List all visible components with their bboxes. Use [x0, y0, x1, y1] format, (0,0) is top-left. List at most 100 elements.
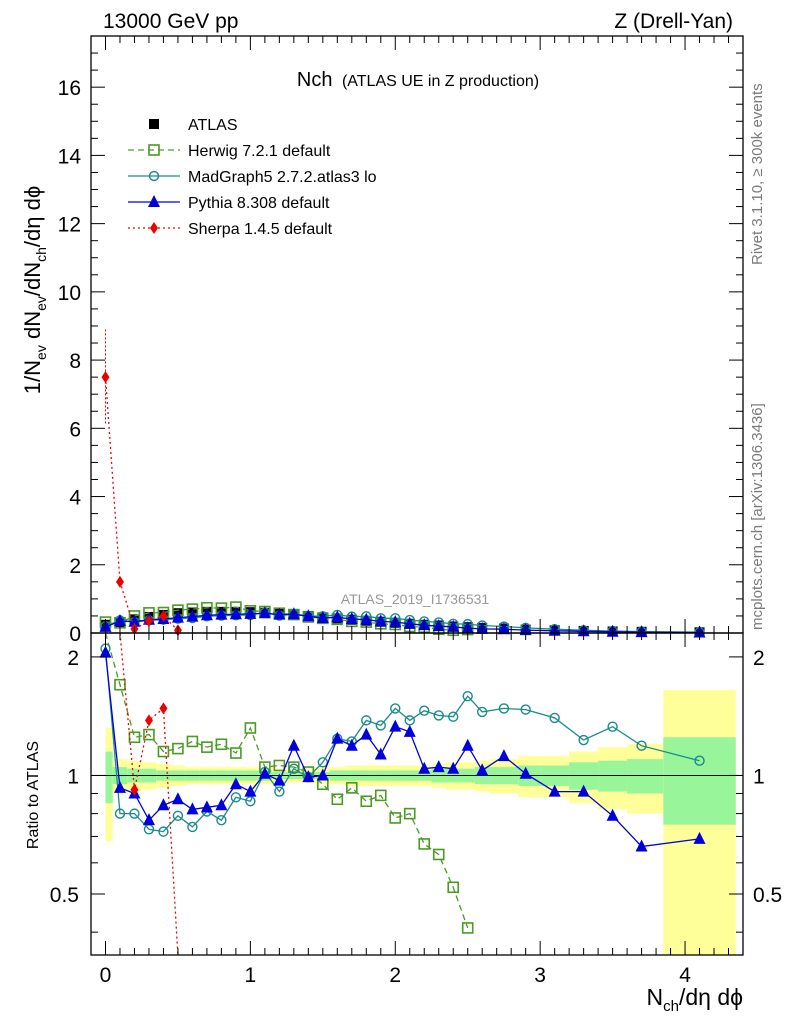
- legend-label: ATLAS: [188, 117, 238, 134]
- ratio-point-pythia: [244, 784, 257, 797]
- ratio-point-herwig: [143, 728, 155, 741]
- main-point-sherpa: [159, 609, 168, 622]
- ratio-point-pythia: [273, 773, 286, 786]
- ratio-point-herwig: [128, 731, 141, 744]
- ratio-point-pythia: [403, 724, 416, 737]
- ratio-point-madgraph5: [694, 755, 705, 766]
- ratio-point-madgraph5: [129, 808, 140, 819]
- ratio-point-herwig: [288, 761, 300, 773]
- ratio-line-herwig: [104, 632, 469, 929]
- main-line-madgraph5: [105, 611, 700, 633]
- main-y-tick-label: 4: [69, 487, 81, 510]
- ratio-point-pythia: [142, 813, 155, 826]
- ratio-point-madgraph5: [578, 734, 589, 746]
- main-point-pythia: [497, 622, 510, 635]
- ratio-y-tick-label: 2: [67, 647, 79, 670]
- ratio-point-herwig: [403, 807, 416, 820]
- header-process: Z (Drell-Yan): [614, 10, 733, 33]
- ratio-point-madgraph5: [390, 703, 401, 714]
- main-y-tick-label: 16: [58, 77, 81, 100]
- ratio-point-madgraph5: [419, 705, 430, 716]
- ratio-y-tick-label-right: 0.5: [753, 884, 782, 907]
- ratio-point-pythia: [418, 761, 431, 774]
- ratio-point-herwig: [157, 745, 170, 758]
- ratio-point-pythia: [389, 719, 402, 732]
- main-point-pythia: [403, 616, 416, 629]
- ratio-point-pythia: [186, 802, 199, 815]
- ratio-point-madgraph5: [375, 720, 386, 731]
- ratio-point-madgraph5: [172, 810, 184, 821]
- ratio-point-pythia: [316, 768, 329, 781]
- main-point-pythia: [200, 608, 213, 621]
- ratio-point-pythia: [302, 770, 315, 783]
- main-y-tick-label: 2: [69, 555, 81, 578]
- ratio-line-sherpa: [105, 632, 179, 956]
- ratio-line-madgraph5: [104, 648, 700, 833]
- ratio-point-herwig: [230, 747, 242, 759]
- ratio-y-tick-label-right: 1: [753, 765, 765, 788]
- ratio-point-madgraph5: [404, 715, 415, 726]
- ratio-point-madgraph5: [288, 763, 300, 774]
- ratio-point-madgraph5: [636, 740, 647, 751]
- ratio-point-pythia: [548, 784, 561, 797]
- legend-label: MadGraph5 2.7.2.atlas3 lo: [188, 169, 377, 186]
- x-tick-label: 0: [100, 964, 112, 987]
- ratio-line-pythia: [104, 652, 700, 848]
- legend-label: Herwig 7.2.1 default: [188, 143, 331, 160]
- rivet-version-text: Rivet 3.1.10, ≥ 300k events: [749, 83, 766, 265]
- legend-marker: [148, 170, 160, 182]
- legend-marker: [148, 144, 160, 156]
- ratio-band-green: [105, 751, 113, 804]
- main-point-pythia: [113, 614, 126, 627]
- main-point-sherpa: [115, 575, 124, 588]
- ratio-point-madgraph5: [448, 711, 459, 722]
- ratio-point-herwig: [273, 759, 286, 772]
- main-point-pythia: [258, 606, 271, 619]
- ratio-point-madgraph5: [216, 814, 227, 826]
- main-point-pythia: [360, 612, 373, 625]
- ratio-point-herwig: [432, 848, 445, 861]
- main-y-tick-label: 14: [58, 145, 82, 168]
- ratio-point-pythia: [215, 798, 228, 811]
- ratio-point-madgraph5: [158, 826, 169, 837]
- ratio-point-sherpa: [159, 702, 168, 715]
- ratio-point-pythia: [432, 760, 445, 773]
- main-point-sherpa: [101, 371, 110, 384]
- ratio-point-pythia: [258, 766, 271, 779]
- ratio-point-pythia: [345, 738, 358, 751]
- ratio-y-tick-label: 0.5: [50, 884, 79, 907]
- mcplots-text: mcplots.cern.ch [arXiv:1306.3436]: [749, 403, 766, 630]
- ratio-point-madgraph5: [477, 706, 488, 718]
- ratio-point-pythia: [447, 761, 460, 774]
- main-point-pythia: [128, 614, 141, 627]
- ratio-point-pythia: [287, 738, 300, 751]
- main-point-pythia: [432, 619, 445, 632]
- main-point-pythia: [215, 607, 228, 620]
- ratio-point-pythia: [476, 763, 489, 776]
- ratio-point-madgraph5: [433, 710, 444, 721]
- ratio-point-pythia: [635, 839, 648, 852]
- ratio-point-pythia: [374, 747, 387, 760]
- main-point-pythia: [345, 612, 358, 625]
- main-point-pythia: [302, 609, 315, 622]
- main-point-pythia: [244, 606, 257, 619]
- ratio-point-pythia: [331, 731, 344, 744]
- main-line-pythia: [105, 612, 700, 634]
- ratio-point-pythia: [113, 780, 126, 793]
- main-point-pythia: [331, 610, 344, 623]
- main-y-tick-label: 10: [58, 282, 81, 305]
- ratio-point-herwig: [374, 789, 387, 802]
- ratio-point-herwig: [345, 782, 358, 794]
- main-point-sherpa: [144, 615, 153, 628]
- ratio-point-pythia: [577, 784, 590, 797]
- ratio-point-madgraph5: [462, 690, 473, 702]
- main-point-pythia: [287, 607, 300, 620]
- ratio-point-herwig: [186, 735, 199, 748]
- main-y-tick-label: 6: [69, 418, 81, 441]
- legend-label: Sherpa 1.4.5 default: [188, 221, 333, 238]
- ratio-point-pythia: [693, 831, 706, 844]
- main-y-tick-label: 8: [69, 350, 81, 373]
- ratio-point-pythia: [497, 749, 510, 762]
- ratio-point-herwig: [418, 838, 431, 850]
